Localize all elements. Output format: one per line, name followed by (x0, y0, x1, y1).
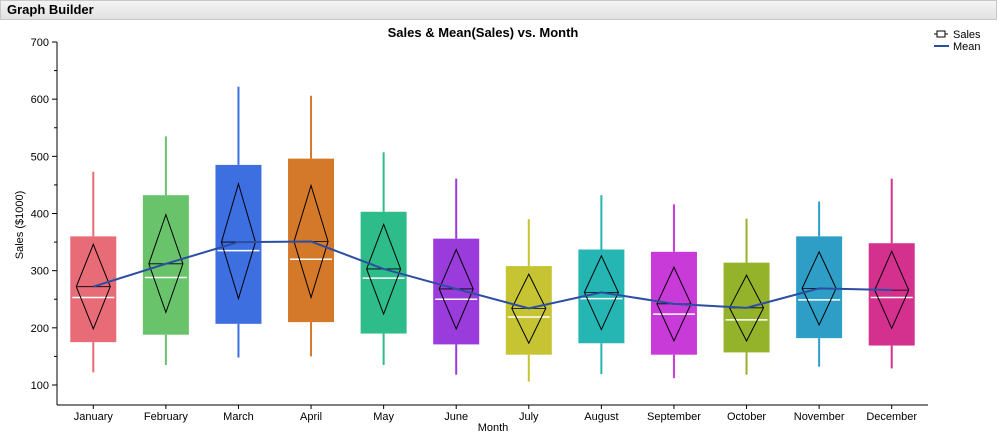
y-tick-label: 700 (31, 37, 49, 49)
y-tick-label: 300 (31, 266, 49, 278)
mean-diamond (874, 249, 910, 330)
y-tick-label: 100 (31, 380, 49, 392)
box-january (70, 171, 117, 373)
legend-label-sales: Sales (953, 29, 981, 41)
box-march (215, 86, 262, 358)
x-tick-label-may: May (373, 411, 394, 423)
mean-diamond (728, 274, 765, 343)
box-body (433, 238, 480, 345)
x-tick-label-july: July (519, 411, 539, 423)
box-june (433, 178, 480, 375)
box-october (723, 218, 770, 375)
y-tick-label: 400 (31, 208, 49, 220)
mean-diamond (801, 250, 837, 327)
y-tick-label: 600 (31, 94, 49, 106)
chart-title: Sales & Mean(Sales) vs. Month (388, 25, 579, 40)
legend-label-mean: Mean (953, 41, 981, 53)
mean-diamond (148, 213, 184, 314)
x-tick-label-january: January (74, 411, 114, 423)
legend-sales-marker-icon (934, 30, 948, 38)
x-tick-label-june: June (444, 411, 468, 423)
x-tick-label-october: October (727, 411, 766, 423)
legend: Sales Mean (934, 29, 981, 53)
mean-diamond (656, 266, 692, 343)
x-tick-label-april: April (300, 411, 322, 423)
box-august (578, 195, 625, 375)
x-tick-label-august: August (584, 411, 618, 423)
y-tick-label: 500 (31, 151, 49, 163)
y-tick-label: 200 (31, 323, 49, 335)
mean-diamond (583, 254, 619, 331)
mean-diamond (366, 222, 402, 316)
x-axis-title: Month (478, 422, 509, 434)
mean-line (92, 240, 892, 310)
box-september (650, 204, 697, 379)
box-body (868, 243, 915, 346)
x-tick-label-march: March (223, 411, 254, 423)
mean-diamond (75, 243, 111, 331)
box-may (360, 152, 407, 365)
x-tick-label-february: February (144, 411, 189, 423)
box-december (868, 178, 915, 369)
box-november (796, 201, 843, 367)
box-april (288, 95, 335, 357)
graph-builder-title-bar[interactable]: Graph Builder (0, 0, 997, 20)
window-title: Graph Builder (7, 2, 94, 17)
mean-diamond (220, 181, 256, 301)
box-february (142, 136, 189, 365)
box-body (70, 236, 117, 343)
box-body (796, 236, 843, 339)
y-axis-title: Sales ($1000) (14, 191, 26, 260)
x-tick-label-december: December (866, 411, 917, 423)
mean-diamond (511, 272, 547, 345)
x-tick-label-november: November (794, 411, 845, 423)
box-body (505, 266, 552, 355)
box-july (505, 219, 552, 382)
mean-diamond (293, 183, 329, 300)
mean-diamond (438, 248, 474, 331)
x-tick-label-september: September (647, 411, 701, 423)
